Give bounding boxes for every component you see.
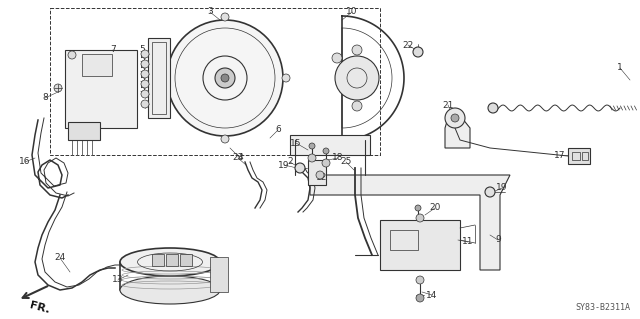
Text: 2: 2 [287, 158, 293, 167]
Text: 24: 24 [54, 254, 66, 263]
Circle shape [335, 56, 379, 100]
Text: 18: 18 [332, 153, 344, 162]
Text: 22: 22 [403, 41, 413, 49]
Circle shape [141, 60, 149, 68]
Circle shape [416, 276, 424, 284]
Ellipse shape [120, 248, 220, 276]
Text: 4: 4 [237, 153, 243, 162]
Bar [68, 122, 100, 140]
Text: 5: 5 [139, 46, 145, 55]
Circle shape [323, 148, 329, 154]
Circle shape [416, 214, 424, 222]
Text: FR.: FR. [29, 300, 51, 315]
Circle shape [282, 74, 290, 82]
Circle shape [141, 50, 149, 58]
Bar [148, 38, 170, 118]
Text: 5: 5 [139, 65, 145, 75]
Text: 6: 6 [275, 125, 281, 135]
Bar [152, 42, 166, 114]
Text: 9: 9 [495, 235, 501, 244]
Circle shape [416, 294, 424, 302]
Circle shape [167, 20, 283, 136]
Circle shape [413, 47, 423, 57]
Bar [210, 257, 228, 292]
Text: 14: 14 [426, 291, 438, 300]
Bar [308, 160, 326, 185]
Text: 17: 17 [554, 151, 566, 160]
Bar [82, 54, 112, 76]
Text: 19: 19 [278, 160, 290, 169]
Circle shape [332, 53, 342, 63]
Circle shape [221, 135, 229, 143]
Bar [572, 152, 580, 160]
Bar [582, 152, 588, 160]
Bar [568, 148, 590, 164]
Text: 11: 11 [462, 238, 474, 247]
Text: 25: 25 [340, 158, 352, 167]
Bar [65, 50, 137, 128]
Text: 7: 7 [110, 46, 116, 55]
Circle shape [352, 45, 362, 55]
Text: 16: 16 [19, 158, 31, 167]
Circle shape [54, 84, 62, 92]
Circle shape [308, 154, 316, 162]
Circle shape [488, 103, 498, 113]
Circle shape [141, 80, 149, 88]
Circle shape [221, 13, 229, 21]
Circle shape [160, 74, 168, 82]
Text: 12: 12 [316, 174, 328, 182]
Text: 8: 8 [42, 93, 48, 102]
Text: 19: 19 [496, 183, 508, 192]
Circle shape [221, 74, 229, 82]
Circle shape [309, 143, 315, 149]
Circle shape [141, 70, 149, 78]
Bar [180, 254, 192, 266]
Circle shape [451, 114, 459, 122]
Bar [166, 254, 178, 266]
Circle shape [68, 51, 76, 59]
Circle shape [415, 205, 421, 211]
Text: 15: 15 [291, 138, 301, 147]
Text: 5: 5 [139, 76, 145, 85]
Text: 21: 21 [442, 100, 454, 109]
Bar [290, 135, 370, 155]
Text: 20: 20 [429, 204, 441, 212]
Text: 5: 5 [139, 85, 145, 94]
Text: 23: 23 [232, 153, 244, 162]
Circle shape [322, 159, 330, 167]
Text: 5: 5 [139, 56, 145, 64]
Circle shape [141, 90, 149, 98]
Polygon shape [445, 118, 470, 148]
Circle shape [141, 100, 149, 108]
Circle shape [485, 187, 495, 197]
Circle shape [215, 68, 235, 88]
Ellipse shape [120, 276, 220, 304]
Text: SY83-B2311A: SY83-B2311A [575, 303, 630, 312]
Text: 3: 3 [207, 8, 213, 17]
Polygon shape [310, 175, 510, 270]
Bar [152, 254, 164, 266]
Circle shape [352, 101, 362, 111]
Circle shape [316, 171, 324, 179]
Text: 1: 1 [617, 63, 623, 72]
Circle shape [445, 108, 465, 128]
Text: 10: 10 [346, 8, 358, 17]
Bar [380, 220, 460, 270]
Circle shape [295, 163, 305, 173]
Bar [390, 230, 418, 250]
Text: 13: 13 [112, 276, 124, 285]
